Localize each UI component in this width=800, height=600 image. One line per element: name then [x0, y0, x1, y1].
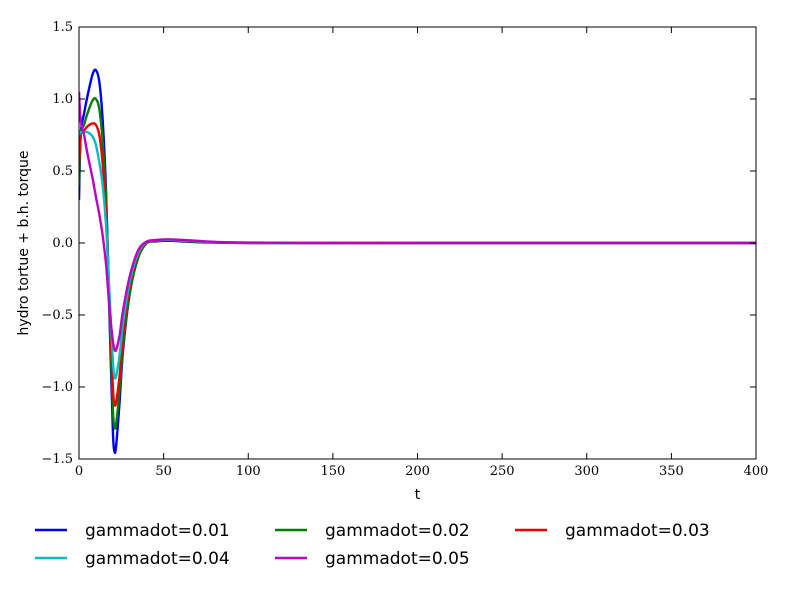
y-tick-label: 0.5: [52, 164, 73, 179]
y-tick-label: 1.0: [52, 92, 73, 107]
legend-label-5: gammadot=0.05: [325, 549, 470, 569]
plot-frame: [78, 26, 757, 460]
x-tick-label: 50: [155, 464, 172, 479]
y-tick-label: −1.5: [41, 452, 73, 467]
legend: gammadot=0.01 gammadot=0.02 gammadot=0.03 g…: [35, 521, 710, 569]
x-tick-label: 0: [75, 464, 83, 479]
x-tick-label: 150: [320, 464, 345, 479]
plot-area: [79, 68, 756, 455]
axis-ticks: 0 50 100 150 200 250 300 350 400 −1.5 −1.0 −0.5 0.0 0…: [41, 20, 768, 479]
legend-label-2: gammadot=0.02: [325, 521, 470, 541]
y-tick-label: 1.5: [52, 20, 73, 35]
x-axis-label: t: [415, 487, 421, 503]
legend-label-3: gammadot=0.03: [565, 521, 710, 541]
x-tick-label: 250: [490, 464, 515, 479]
x-tick-label: 300: [574, 464, 599, 479]
x-tick-label: 400: [744, 464, 769, 479]
x-tick-label: 200: [405, 464, 430, 479]
x-tick-label: 100: [236, 464, 261, 479]
y-tick-label: −1.0: [41, 380, 73, 395]
legend-label-4: gammadot=0.04: [85, 549, 230, 569]
y-tick-label: 0.0: [52, 236, 73, 251]
legend-label-1: gammadot=0.01: [85, 521, 230, 541]
series-line-5: [79, 91, 756, 353]
x-tick-label: 350: [659, 464, 684, 479]
y-axis-label: hydro tortue + b.h. torque: [16, 151, 32, 336]
y-tick-label: −0.5: [41, 308, 73, 323]
